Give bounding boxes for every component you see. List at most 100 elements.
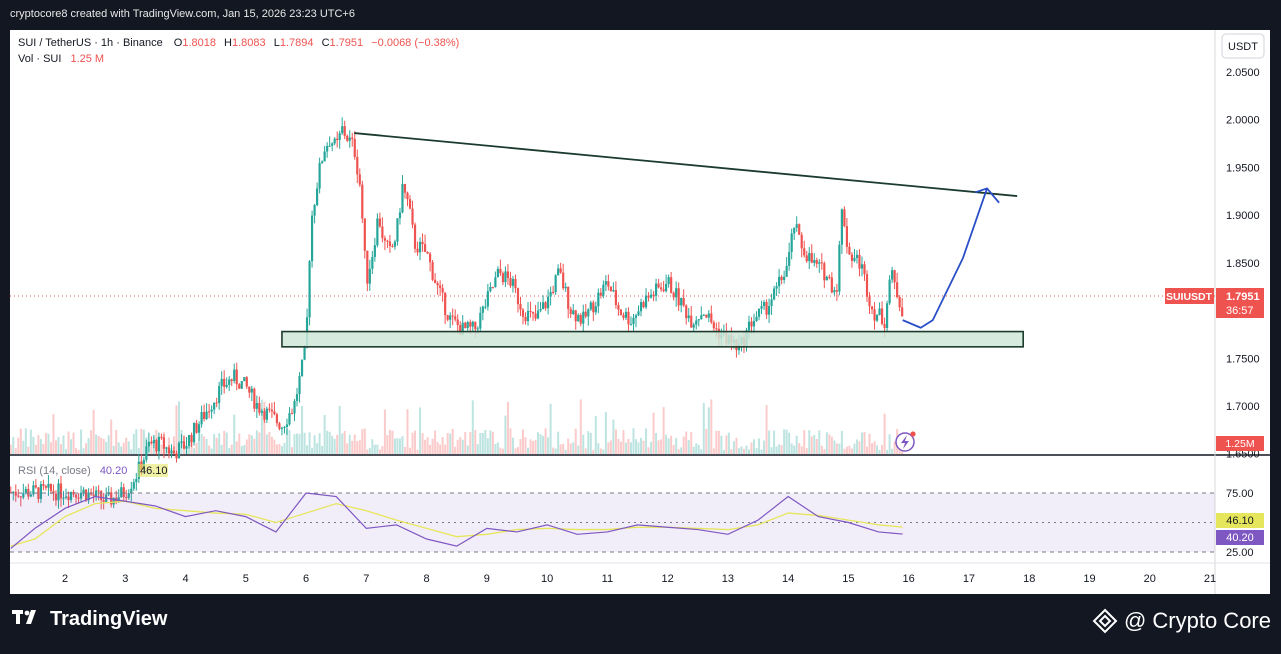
- volume-bar: [273, 439, 276, 454]
- price-axis[interactable]: 2.0500 2.0000 1.9500 1.9000 1.8500 1.7500 1.70…: [1226, 67, 1260, 461]
- candle-body: [358, 174, 361, 185]
- volume-bar: [850, 448, 853, 454]
- volume-bar: [758, 438, 761, 454]
- currency-button[interactable]: USDT: [1221, 33, 1265, 59]
- candle-body: [511, 279, 515, 286]
- volume-bar: [326, 430, 329, 454]
- time-tick-label: 11: [602, 573, 613, 585]
- volume-bar: [660, 439, 663, 454]
- volume-bar: [449, 433, 452, 454]
- volume-bar: [243, 445, 246, 454]
- volume-bar: [391, 430, 394, 454]
- volume-bar: [203, 436, 206, 454]
- volume-bar: [454, 446, 457, 454]
- candle-body: [44, 486, 48, 488]
- price-tick-label: 1.8500: [1226, 258, 1260, 270]
- volume-bar: [24, 428, 27, 454]
- volume-bar: [285, 429, 288, 454]
- price-tick-label: 1.6500: [1226, 449, 1260, 461]
- volume-bar: [629, 442, 632, 454]
- volume-bar: [188, 447, 191, 454]
- low-value: 1.7894: [280, 37, 314, 49]
- volume-bar: [172, 436, 175, 454]
- candle-body: [328, 145, 331, 147]
- volume-bar: [313, 435, 316, 454]
- volume-bar: [366, 449, 369, 454]
- candle-body: [310, 215, 314, 262]
- rsi-axis[interactable]: 75.00 25.00: [1226, 488, 1254, 559]
- candle-body: [14, 491, 17, 496]
- volume-bar: [778, 444, 781, 454]
- candle-body: [388, 241, 392, 246]
- candle-body: [423, 244, 427, 252]
- volume-bar: [619, 441, 622, 454]
- candle-body: [883, 324, 886, 328]
- chart-panel[interactable]: SUI / TetherUS · 1h · Binance O1.8018 H1…: [9, 30, 1270, 594]
- candle-body: [843, 209, 846, 227]
- volume-bar: [474, 429, 477, 454]
- volume-bar: [810, 436, 813, 454]
- candle-body: [830, 277, 833, 293]
- lightning-icon[interactable]: [895, 431, 916, 452]
- volume-bar: [642, 440, 645, 454]
- candle-body: [195, 423, 198, 433]
- candle-body: [431, 262, 434, 280]
- volume-bar: [378, 449, 381, 454]
- support-zone[interactable]: [281, 330, 1024, 348]
- last-price-value: 1.7951: [1226, 291, 1260, 303]
- volume-bar: [135, 429, 138, 454]
- symbol-tag: SUIUSDT: [1166, 291, 1213, 303]
- time-axis[interactable]: 2 3 4 5 6 7 8 9 10 11 12 13 14 15 16 17 18 19 20 21: [62, 573, 1216, 585]
- volume-bar: [855, 439, 858, 454]
- tradingview-logo[interactable]: TradingView: [12, 608, 167, 631]
- candle-body: [49, 483, 53, 491]
- volume-bar: [419, 407, 422, 454]
- volume-bar: [34, 445, 37, 454]
- candle-body: [486, 291, 489, 307]
- volume-bar: [860, 432, 863, 454]
- candle-body: [752, 320, 756, 327]
- volume-bar: [695, 443, 698, 454]
- candle-body: [303, 347, 306, 360]
- volume-bar: [891, 448, 894, 454]
- candle-body: [858, 254, 861, 269]
- chart-svg[interactable]: SUI / TetherUS · 1h · Binance O1.8018 H1…: [9, 30, 1270, 594]
- candle-body: [182, 441, 186, 449]
- candle-body: [187, 435, 191, 447]
- candle-body: [391, 245, 394, 247]
- volume-bar: [316, 443, 319, 454]
- volume-bar: [740, 446, 743, 454]
- candle-body: [170, 450, 173, 454]
- candle-body: [295, 394, 299, 401]
- volume-bar: [813, 434, 816, 454]
- volume-bar: [72, 432, 75, 454]
- projection-path[interactable]: [902, 188, 988, 329]
- volume-bar: [788, 432, 791, 454]
- candle-body: [634, 315, 638, 318]
- volume-bar: [524, 437, 527, 454]
- candle-body: [835, 290, 838, 292]
- candle-body: [268, 408, 271, 410]
- candle-body: [780, 276, 783, 281]
- candle-body: [534, 313, 537, 319]
- volume-bar: [604, 412, 607, 454]
- volume-bar: [645, 428, 648, 454]
- candle-body: [680, 298, 683, 306]
- candle-body: [660, 287, 663, 290]
- candle-body: [604, 281, 607, 285]
- volume-bar: [798, 443, 801, 454]
- candle-body: [228, 379, 231, 385]
- volume-bar: [609, 440, 612, 454]
- candle-body: [667, 277, 670, 284]
- volume-bar: [142, 429, 145, 454]
- volume-bar: [484, 430, 487, 454]
- candle-body: [464, 322, 467, 328]
- volume-bar: [537, 432, 540, 454]
- candle-body: [695, 320, 698, 325]
- volume-bar: [722, 449, 725, 454]
- volume-bar: [288, 429, 291, 454]
- resistance-trendline[interactable]: [354, 132, 1018, 197]
- close-label: C: [322, 37, 330, 49]
- volume-bar: [92, 409, 95, 454]
- volume-bar: [439, 444, 442, 454]
